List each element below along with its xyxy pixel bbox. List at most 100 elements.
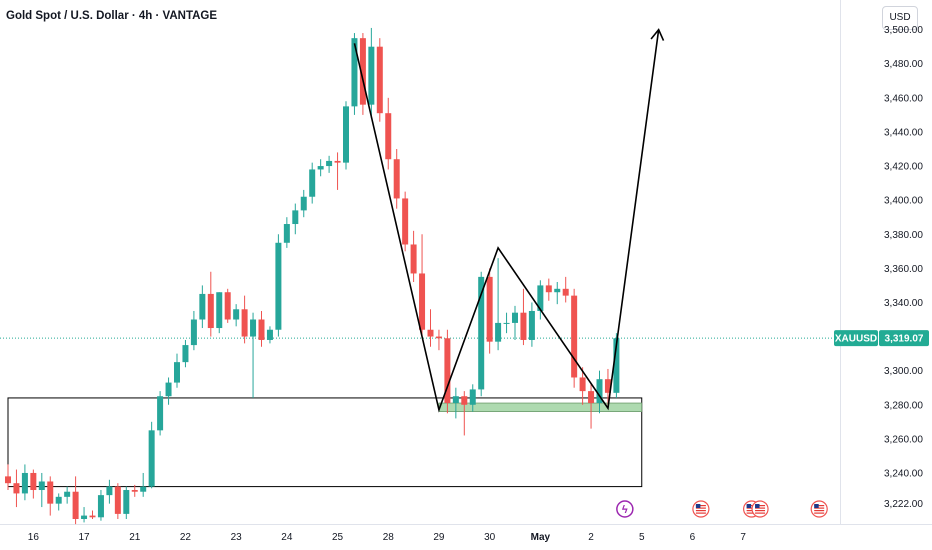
- x-tick-label: 23: [231, 532, 243, 543]
- flag-stripe: [755, 512, 766, 514]
- arrow-head-icon: [650, 28, 665, 41]
- candle-body: [427, 329, 434, 337]
- y-tick-label: 3,400.00: [884, 196, 923, 207]
- flag-stripe: [695, 510, 706, 512]
- candle-body: [588, 391, 595, 404]
- projection-path[interactable]: [353, 29, 660, 413]
- flag-stripe: [746, 512, 757, 514]
- candle-body: [148, 430, 155, 487]
- flag-stripe: [746, 505, 757, 507]
- candle-body: [21, 472, 28, 494]
- candle-body: [131, 490, 138, 492]
- candle-body: [326, 160, 333, 167]
- x-tick-label: May: [531, 532, 551, 543]
- price-tag-bg: [879, 330, 929, 347]
- y-tick-label: 3,420.00: [884, 162, 923, 173]
- candle-body: [317, 166, 324, 170]
- candle-body: [233, 309, 240, 320]
- x-tick-label: 16: [28, 532, 40, 543]
- candle-body: [89, 515, 96, 518]
- demand-zone-highlight[interactable]: [438, 402, 643, 412]
- x-tick-label: 17: [78, 532, 90, 543]
- candle-body: [47, 481, 54, 504]
- candle-body: [5, 476, 11, 484]
- candle-body: [562, 288, 569, 296]
- x-tick-label: 7: [740, 532, 746, 543]
- candle-body: [114, 486, 121, 514]
- candle-body: [410, 244, 417, 274]
- flag-canton: [814, 504, 819, 508]
- candle-body: [199, 293, 206, 320]
- candle-body: [207, 293, 214, 329]
- candle-body: [13, 483, 20, 494]
- x-tick-label: 22: [180, 532, 192, 543]
- candle-body: [30, 472, 37, 491]
- candle-body: [241, 309, 248, 337]
- candle-body: [157, 396, 164, 431]
- candle-body: [72, 491, 79, 519]
- candle-body: [444, 338, 451, 404]
- flag-canton: [746, 504, 752, 508]
- candle-body: [334, 160, 341, 163]
- y-tick-label: 3,222.00: [884, 499, 923, 510]
- y-tick-label: 3,500.00: [884, 25, 923, 36]
- candle-body: [351, 38, 358, 107]
- candle-body: [478, 276, 485, 390]
- symbol-tag-bg: [834, 330, 878, 347]
- candle-body: [38, 481, 45, 491]
- candle-body: [81, 515, 88, 519]
- x-tick-label: 24: [281, 532, 293, 543]
- candle-body: [554, 288, 561, 293]
- candle-body: [275, 242, 282, 330]
- candle-body: [596, 379, 603, 404]
- y-tick-label: 3,300.00: [884, 366, 923, 377]
- x-tick-label: 29: [433, 532, 445, 543]
- candle-body: [343, 106, 349, 163]
- candle-body: [292, 210, 299, 225]
- candle-body: [419, 273, 426, 330]
- candle-body: [579, 377, 586, 392]
- candle-body: [224, 292, 231, 320]
- x-tick-label: 30: [484, 532, 496, 543]
- candle-body: [300, 196, 307, 211]
- flag-canton: [695, 504, 701, 508]
- flag-stripe: [746, 510, 757, 512]
- candle-body: [123, 490, 130, 514]
- earnings-event-icon[interactable]: [616, 500, 634, 518]
- candle-body: [571, 295, 578, 378]
- flag-stripe: [814, 505, 825, 507]
- candle-body: [250, 319, 257, 337]
- us-flag-event-icon[interactable]: [751, 500, 769, 518]
- y-tick-label: 3,340.00: [884, 298, 923, 309]
- candle-body: [190, 319, 197, 346]
- x-tick-label: 21: [129, 532, 141, 543]
- y-tick-label: 3,380.00: [884, 230, 923, 241]
- last-price-tag[interactable]: XAUUSD 3,319.07: [834, 330, 929, 347]
- candle-body: [174, 362, 180, 383]
- lightning-icon: ϟ: [622, 504, 628, 516]
- x-tick-label: 28: [383, 532, 395, 543]
- y-tick-label: 3,440.00: [884, 127, 923, 138]
- candle-body: [385, 113, 392, 160]
- y-tick-label: 3,480.00: [884, 59, 923, 70]
- candle-body: [106, 486, 113, 496]
- symbol-tag-label: XAUUSD: [835, 334, 877, 345]
- chart-title: Gold Spot / U.S. Dollar · 4h · VANTAGE: [6, 10, 218, 22]
- us-flag-event-icon[interactable]: [692, 500, 710, 518]
- candle-body: [393, 159, 400, 199]
- candle-body: [97, 495, 104, 518]
- candle-body: [528, 310, 535, 340]
- candle-body: [537, 285, 544, 311]
- candle-body: [495, 322, 502, 342]
- candle-body: [140, 486, 147, 492]
- support-zone-box[interactable]: [7, 397, 643, 488]
- candle-body: [55, 496, 62, 504]
- y-tick-label: 3,280.00: [884, 400, 923, 411]
- flag-stripe: [695, 505, 706, 507]
- us-flag-event-icon[interactable]: [810, 500, 828, 518]
- candle-body: [266, 329, 273, 340]
- candle-body: [309, 169, 316, 197]
- currency-selector[interactable]: USD: [882, 6, 918, 30]
- candle-body: [613, 338, 620, 393]
